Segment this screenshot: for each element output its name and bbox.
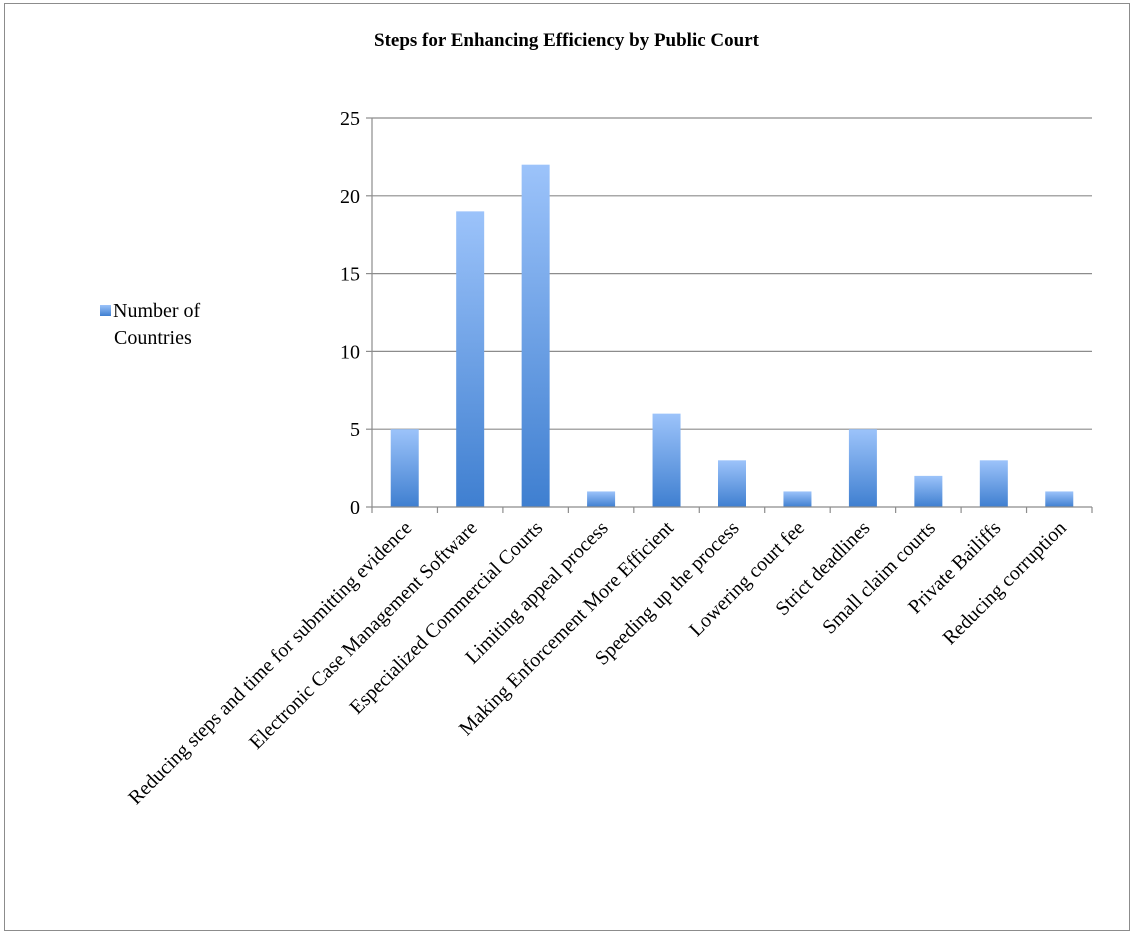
bar: [587, 491, 616, 507]
bar: [521, 164, 550, 507]
legend-label-line2: Countries: [114, 327, 192, 349]
bar: [783, 491, 812, 507]
x-tick-label: Small claim courts: [818, 517, 940, 639]
bar: [390, 429, 419, 507]
bars: [390, 164, 1074, 508]
bar: [848, 429, 877, 507]
y-tick-label: 15: [340, 264, 360, 286]
bar: [718, 460, 746, 507]
bar: [1045, 491, 1074, 507]
x-tick-label: Reducing steps and time for submitting e…: [124, 517, 416, 809]
legend-swatch: [100, 305, 111, 316]
gridlines: [372, 117, 1092, 430]
legend: Number of Countries: [100, 298, 260, 352]
bar: [979, 460, 1008, 507]
y-tick-label: 0: [350, 497, 360, 519]
y-tick-label: 5: [350, 419, 360, 441]
x-tick-label: Reducing corruption: [939, 517, 1071, 649]
chart-frame: [4, 3, 1130, 931]
chart-title: Steps for Enhancing Efficiency by Public…: [374, 30, 759, 51]
tick-labels: 0 5 10 15 20 25 Reducing steps and time for su…: [124, 108, 1071, 809]
legend-label-line1: Number of: [113, 300, 201, 322]
legend-entry: Number of: [100, 298, 260, 325]
x-tick-label: Lowering court fee: [685, 517, 809, 641]
y-tick-label: 25: [340, 108, 360, 130]
axes: [366, 117, 1093, 513]
bar: [652, 413, 681, 507]
bar: [914, 475, 943, 507]
x-tick-label: Electronic Case Management Software: [245, 517, 482, 754]
bar: [456, 211, 485, 508]
y-tick-label: 20: [340, 186, 360, 208]
y-tick-label: 10: [340, 341, 360, 363]
